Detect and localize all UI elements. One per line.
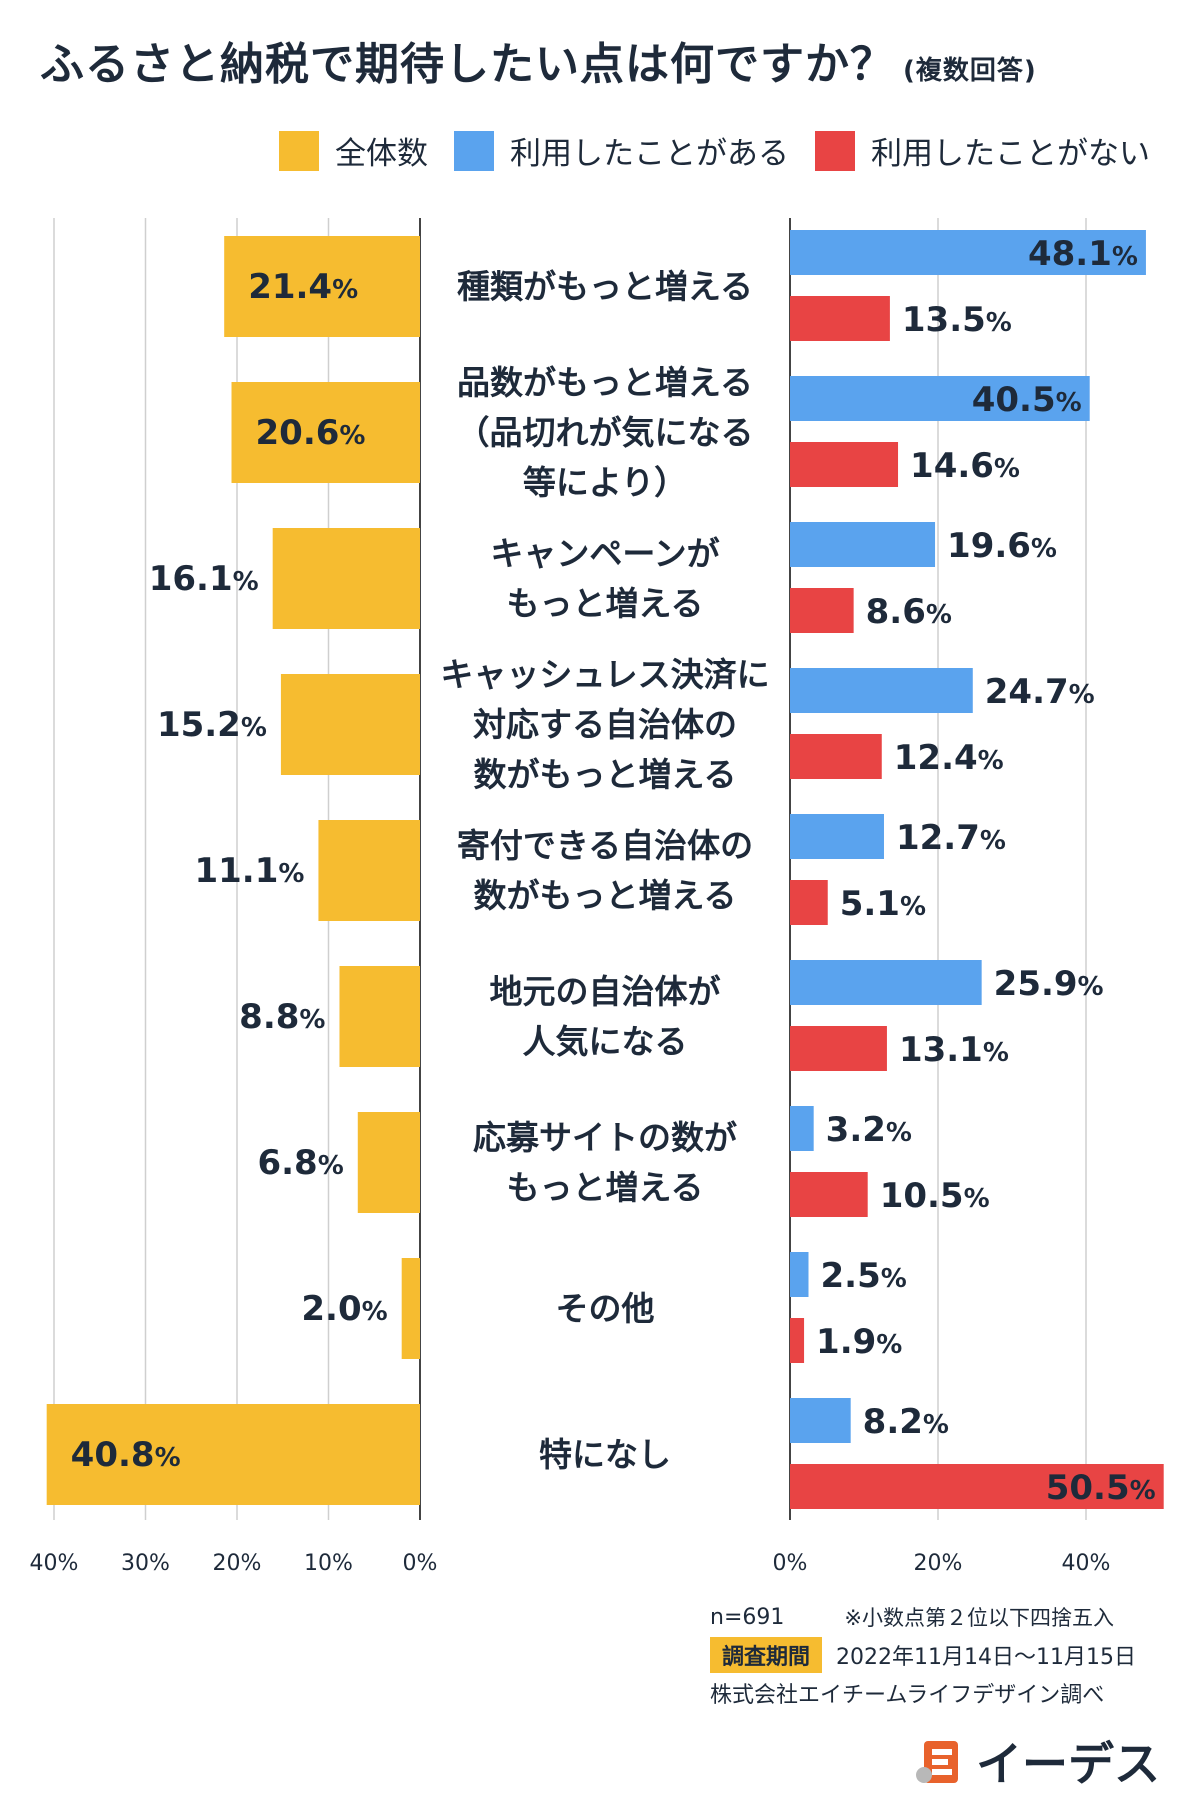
total-bar — [339, 966, 420, 1067]
used-bar — [790, 668, 973, 713]
category-label: 等により） — [523, 463, 687, 502]
used-bar — [790, 1106, 814, 1151]
left-tick-label: 10% — [304, 1551, 353, 1576]
right-tick-label: 0% — [773, 1551, 808, 1576]
rounding-note: ※小数点第２位以下四捨五入 — [844, 1602, 1114, 1632]
footer-row-n: n=691 ※小数点第２位以下四捨五入 — [710, 1598, 1136, 1636]
total-bar — [273, 528, 420, 629]
category-label: 特になし — [539, 1435, 671, 1474]
total-bar — [402, 1258, 420, 1359]
not-used-bar — [790, 734, 882, 779]
not-used-value-label: 5.1% — [840, 884, 926, 924]
used-value-label: 3.2% — [826, 1110, 912, 1150]
period-badge: 調査期間 — [710, 1637, 822, 1673]
used-bar — [790, 960, 982, 1005]
category-label: 数がもっと増える — [473, 755, 736, 794]
not-used-value-label: 10.5% — [880, 1176, 990, 1216]
total-value-label: 8.8% — [239, 997, 325, 1037]
total-value-label: 2.0% — [301, 1289, 387, 1329]
not-used-bar — [790, 880, 828, 925]
footer-row-source: 株式会社エイチームライフデザイン調べ — [710, 1674, 1136, 1712]
category-label: 人気になる — [523, 1022, 688, 1061]
not-used-value-label: 14.6% — [910, 446, 1020, 486]
right-tick-label: 40% — [1062, 1551, 1111, 1576]
category-label: もっと増える — [506, 584, 703, 623]
not-used-bar — [790, 588, 854, 633]
not-used-value-label: 13.5% — [902, 300, 1012, 340]
total-bar — [281, 674, 420, 775]
category-label: キャッシュレス決済に — [440, 655, 769, 694]
brand: イーデス — [914, 1728, 1160, 1794]
category-label: 地元の自治体が — [490, 972, 721, 1011]
total-value-label: 6.8% — [257, 1143, 343, 1183]
footer-row-period: 調査期間 2022年11月14日〜11月15日 — [710, 1636, 1136, 1674]
not-used-value-label: 12.4% — [894, 738, 1004, 778]
left-tick-label: 20% — [213, 1551, 262, 1576]
used-bar — [790, 1398, 851, 1443]
used-value-label: 8.2% — [863, 1402, 949, 1442]
category-label: 品数がもっと増える — [457, 363, 753, 402]
survey-source: 株式会社エイチームライフデザイン調べ — [710, 1677, 1104, 1709]
butterfly-bar-chart: 40% 30% 20% 10% 0% 0% 20% 40% 21.4% 48.1% 13.5% 種類が… — [0, 0, 1200, 1600]
used-bar — [790, 1252, 809, 1297]
used-bar — [790, 814, 884, 859]
category-label: 数がもっと増える — [473, 876, 736, 915]
used-value-label: 12.7% — [896, 818, 1006, 858]
category-label: 応募サイトの数が — [473, 1118, 737, 1157]
used-value-label: 25.9% — [994, 964, 1104, 1004]
category-label: 寄付できる自治体の — [457, 826, 753, 865]
category-label: キャンペーンが — [490, 534, 719, 573]
not-used-bar — [790, 442, 898, 487]
used-bar — [790, 522, 935, 567]
total-bar — [318, 820, 420, 921]
not-used-bar — [790, 1026, 887, 1071]
brand-name: イーデス — [976, 1728, 1160, 1794]
left-tick-label: 40% — [30, 1551, 79, 1576]
not-used-value-label: 8.6% — [866, 592, 952, 632]
total-value-label: 16.1% — [149, 559, 259, 599]
not-used-bar — [790, 1318, 804, 1363]
total-value-label: 11.1% — [194, 851, 304, 891]
not-used-bar — [790, 296, 890, 341]
category-label: その他 — [556, 1289, 655, 1328]
used-value-label: 2.5% — [821, 1256, 907, 1296]
category-label: 対応する自治体の — [473, 705, 737, 744]
not-used-value-label: 13.1% — [899, 1030, 1009, 1070]
total-bar — [358, 1112, 420, 1213]
category-label: もっと増える — [506, 1168, 703, 1207]
left-tick-label: 0% — [403, 1551, 438, 1576]
not-used-bar — [790, 1172, 868, 1217]
used-value-label: 19.6% — [947, 526, 1057, 566]
brand-logo-icon — [914, 1735, 966, 1787]
footer: n=691 ※小数点第２位以下四捨五入 調査期間 2022年11月14日〜11月… — [710, 1598, 1136, 1712]
not-used-value-label: 1.9% — [816, 1322, 902, 1362]
left-tick-label: 30% — [121, 1551, 170, 1576]
survey-period: 2022年11月14日〜11月15日 — [836, 1639, 1136, 1671]
category-label: 種類がもっと増える — [457, 267, 753, 306]
sample-size: n=691 — [710, 1605, 784, 1630]
category-label: （品切れが気になる — [457, 413, 754, 452]
right-tick-label: 20% — [914, 1551, 963, 1576]
total-value-label: 15.2% — [157, 705, 267, 745]
used-value-label: 24.7% — [985, 672, 1095, 712]
